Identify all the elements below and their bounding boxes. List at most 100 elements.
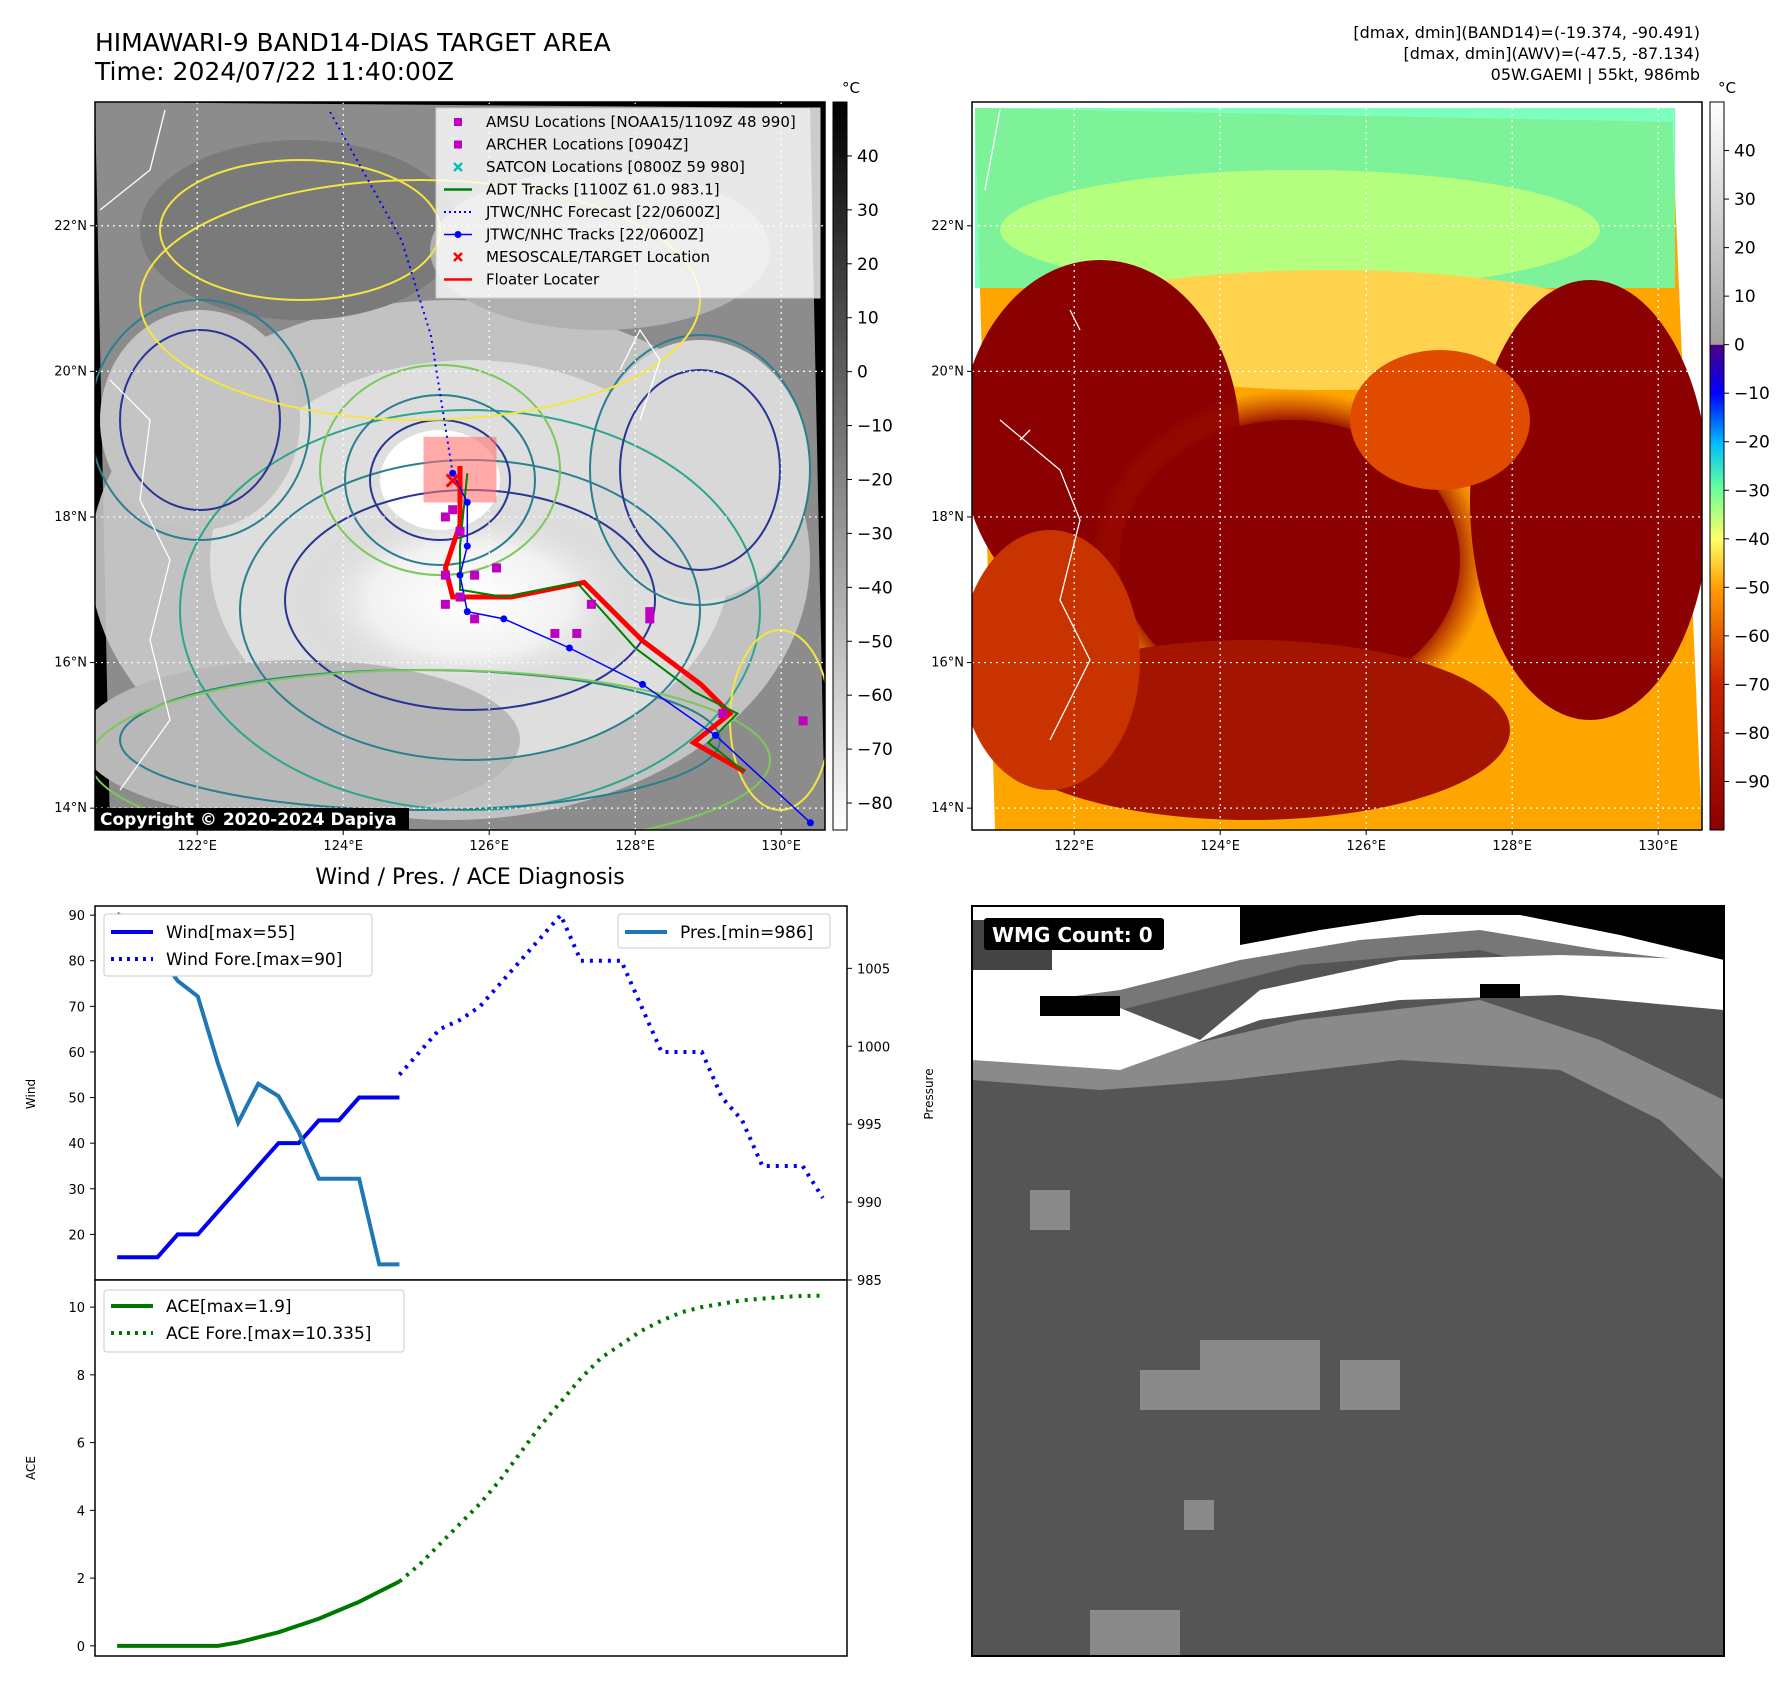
jtwc-track-line [452, 472, 811, 824]
colorbar-tick-label: −70 [857, 740, 893, 760]
colorbar-tick-label: −50 [1734, 578, 1770, 598]
legend-label: ADT Tracks [1100Z 61.0 983.1] [486, 181, 720, 199]
amsu-location-marker [455, 527, 465, 537]
series-line-ace [117, 1579, 401, 1648]
diag-title: Wind / Pres. / ACE Diagnosis [315, 865, 624, 890]
info-line1: [dmax, dmin](BAND14)=(-19.374, -90.491) [1353, 23, 1700, 42]
jtwc-track-point [456, 571, 464, 579]
colorbar-tick-label: −70 [1734, 675, 1770, 695]
colorbar-tick-label: 10 [1734, 287, 1756, 307]
colorbar-tick-label: −40 [1734, 530, 1770, 550]
wv-lon-tick-label: 128°E [1492, 839, 1532, 854]
ir-colorbar: °C 40 30 20 10 0 −10 −20 −30 −40 −50 −60 −70 −80 [832, 79, 893, 831]
colorbar-tick-label: −80 [1734, 724, 1770, 744]
colorbar-tick-label: −20 [1734, 433, 1770, 453]
amsu-location-marker [470, 570, 480, 580]
pressure-tick-label: 990 [857, 1196, 882, 1211]
amsu-location-marker [645, 614, 655, 624]
colorbar-tick-label: −40 [857, 578, 893, 598]
colorbar-tick-label: −60 [1734, 627, 1770, 647]
ace-tick-label: 8 [77, 1369, 85, 1384]
colorbar-tick-label: −20 [857, 470, 893, 490]
wind-legend: Wind[max=55] Wind Fore.[max=90] [103, 913, 373, 977]
ir-lon-tick-label: 122°E [177, 839, 217, 854]
legend-wind-fore: Wind Fore.[max=90] [166, 950, 342, 970]
wv-lat-tick-label: 18°N [931, 510, 964, 525]
wv-lat-tick-label: 22°N [931, 219, 964, 234]
colorbar-tick-label: −10 [857, 417, 893, 437]
colorbar-tick-label: 0 [1734, 336, 1745, 356]
ace-chart: 0 2 4 6 8 10 ACE ACE[max=1.9] ACE Fore.[max=1… [24, 1279, 848, 1657]
map-title-line2: Time: 2024/07/22 11:40:00Z [94, 57, 454, 86]
map-title-line1: HIMAWARI-9 BAND14-DIAS TARGET AREA [95, 28, 611, 57]
wind-tick-label: 60 [68, 1046, 85, 1061]
legend-ace: ACE[max=1.9] [166, 1297, 292, 1317]
jtwc-track-point [639, 680, 646, 688]
amsu-location-marker [586, 599, 596, 609]
pressure-legend: Pres.[min=986] [617, 913, 831, 949]
legend-marker [453, 252, 463, 262]
pressure-tick-label: 1005 [857, 962, 890, 977]
jtwc-track-point [500, 615, 508, 623]
adt-track-line [459, 473, 746, 773]
legend-pres: Pres.[min=986] [680, 923, 813, 943]
legend-ace-fore: ACE Fore.[max=10.335] [166, 1324, 371, 1344]
colorbar-tick-label: −50 [857, 632, 893, 652]
colorbar-tick-label: 30 [857, 201, 879, 221]
ir-lon-tick-label: 126°E [469, 839, 509, 854]
series-line-wind [117, 1095, 400, 1260]
colorbar-tick-label: 20 [1734, 239, 1756, 259]
legend-marker [454, 140, 462, 149]
ace-ylabel: ACE [24, 1456, 38, 1480]
ace-tick-label: 4 [77, 1504, 85, 1519]
legend-marker [454, 231, 462, 238]
wind-tick-label: 90 [68, 909, 85, 924]
wv-lon-tick-label: 122°E [1054, 839, 1094, 854]
wv-lon-tick-label: 126°E [1346, 839, 1386, 854]
ir-legend: AMSU Locations [NOAA15/1109Z 48 990] ARCH… [435, 107, 821, 299]
amsu-location-marker [440, 599, 450, 609]
amsu-location-marker [440, 512, 450, 522]
wv-lon-tick-label: 130°E [1638, 839, 1678, 854]
jtwc-track-point [806, 819, 814, 827]
pressure-tick-label: 995 [857, 1118, 882, 1133]
jtwc-track-point [463, 542, 471, 550]
pressure-ylabel: Pressure [922, 1068, 936, 1119]
wv-lon-tick-label: 124°E [1200, 839, 1240, 854]
colorbar-tick-label: −30 [857, 524, 893, 544]
wv-colorbar-unit: °C [1718, 79, 1736, 97]
colorbar-tick-label: 0 [857, 363, 868, 383]
pressure-tick-label: 1000 [857, 1040, 890, 1055]
wind-tick-label: 30 [68, 1183, 85, 1198]
info-line2: [dmax, dmin](AWV)=(-47.5, -87.134) [1403, 44, 1700, 63]
floater-track-line [442, 466, 746, 774]
pressure-tick-label: 985 [857, 1274, 882, 1289]
colorbar-tick-label: −10 [1734, 384, 1770, 404]
jtwc-track-point [463, 608, 471, 616]
colorbar-tick-label: 40 [1734, 142, 1756, 162]
amsu-location-marker [455, 592, 465, 602]
colorbar-tick-label: −30 [1734, 481, 1770, 501]
target-location-marker [445, 473, 460, 488]
legend-label: MESOSCALE/TARGET Location [486, 248, 710, 266]
info-line3: 05W.GAEMI | 55kt, 986mb [1491, 65, 1700, 84]
legend-label: JTWC/NHC Forecast [22/0600Z] [485, 203, 720, 221]
ir-lat-tick-label: 14°N [54, 801, 87, 816]
ace-tick-label: 10 [68, 1301, 85, 1316]
legend-label: Floater Locater [486, 271, 600, 289]
legend-label: JTWC/NHC Tracks [22/0600Z] [485, 226, 704, 244]
amsu-location-marker [572, 628, 582, 638]
wv-lat-tick-label: 20°N [931, 364, 964, 379]
wind-tick-label: 40 [68, 1137, 85, 1152]
wind-ylabel: Wind [24, 1079, 38, 1109]
amsu-location-marker [492, 563, 501, 573]
copyright-label: Copyright © 2020-2024 Dapiya [100, 810, 397, 830]
ace-tick-label: 2 [77, 1572, 85, 1587]
wv-lat-tick-label: 14°N [931, 801, 964, 816]
jtwc-track-point [449, 469, 457, 477]
amsu-location-marker [448, 505, 458, 515]
wv-map-panel: 122°E 124°E 126°E 128°E 130°E 22°N 20°N 18°N 16°… [931, 101, 1703, 854]
ir-map-panel: Copyright © 2020-2024 Dapiya AMSU Locati… [54, 101, 826, 854]
ace-legend: ACE[max=1.9] ACE Fore.[max=10.335] [103, 1289, 405, 1353]
